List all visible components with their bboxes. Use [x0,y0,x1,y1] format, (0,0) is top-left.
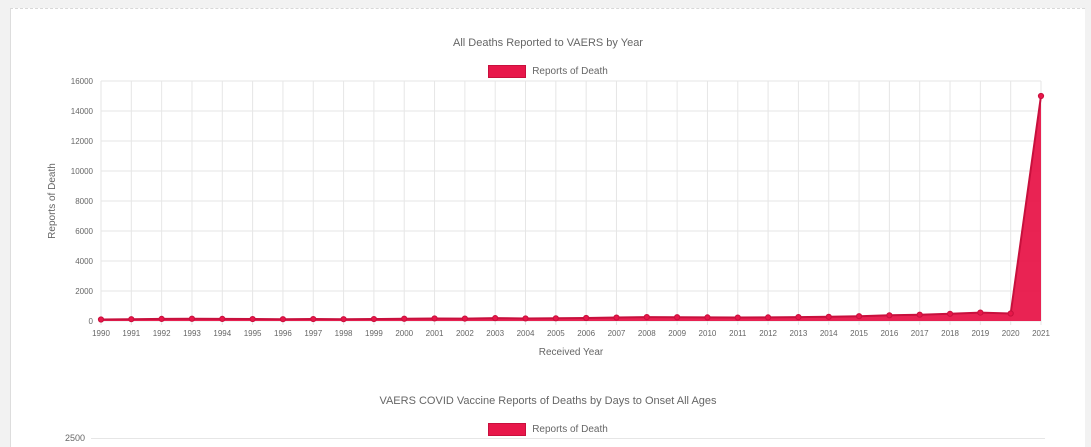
x-tick-label: 1992 [153,329,171,338]
x-axis-label: Received Year [539,347,604,358]
x-tick-label: 1996 [274,329,292,338]
data-point [1037,92,1045,100]
legend-label: Reports of Death [532,66,608,77]
x-tick-label: 2003 [486,329,504,338]
x-tick-label: 2002 [456,329,474,338]
x-tick-label: 2008 [638,329,656,338]
x-tick-label: 2004 [517,329,535,338]
x-tick-label: 2017 [911,329,929,338]
x-tick-label: 2001 [426,329,444,338]
data-point [310,315,317,323]
data-point [916,311,923,318]
data-point [886,312,893,319]
y-tick-label: 10000 [71,167,94,176]
data-point [158,315,165,322]
legend-label: Reports of Death [532,424,608,435]
data-point [674,314,681,321]
x-tick-label: 2015 [850,329,868,338]
second-chart-gridline [91,438,1045,439]
y-tick-label: 0 [89,317,94,326]
x-tick-label: 2009 [668,329,686,338]
data-point [128,316,135,323]
second-chart-title: VAERS COVID Vaccine Reports of Deaths by… [379,395,717,407]
x-tick-label: 2011 [729,329,747,338]
x-tick-label: 2014 [820,329,838,338]
legend-swatch [488,423,527,436]
second-chart-y-tick: 2500 [65,433,86,443]
series-area [101,96,1041,321]
data-point [188,315,196,322]
data-point [340,316,347,323]
y-tick-label: 12000 [71,137,94,146]
x-tick-label: 2006 [577,329,595,338]
y-tick-label: 2000 [75,287,93,296]
charts-panel: All Deaths Reported to VAERS by Year Rep… [10,8,1085,447]
data-point [431,315,438,322]
x-tick-label: 2019 [971,329,989,338]
data-point [401,315,408,322]
deaths-by-year-chart: 0 2000 4000 6000 8000 10000 12000 14000 16000 199… [47,77,1050,358]
y-tick-label: 14000 [71,107,94,116]
x-tick-label: 1993 [183,329,201,338]
x-tick-label: 1991 [122,329,140,338]
legend-swatch [488,65,527,78]
data-point [249,315,256,323]
chart-legend[interactable]: Reports of Death [11,65,1085,78]
data-point [643,314,650,321]
data-point [1007,310,1014,317]
x-tick-label: 1994 [213,329,231,338]
x-tick-label: 1999 [365,329,383,338]
data-point [977,309,984,316]
data-point [704,314,711,321]
y-tick-label: 8000 [75,197,93,206]
data-point [279,316,287,323]
x-tick-label: 1990 [92,329,110,338]
x-tick-label: 1997 [304,329,322,338]
data-point [734,314,741,321]
x-tick-label: 1995 [244,329,262,338]
y-tick-label: 16000 [71,77,94,86]
x-tick-label: 2012 [759,329,777,338]
y-tick-label: 4000 [75,257,93,266]
x-tick-label: 1998 [335,329,353,338]
data-point [613,314,620,321]
data-point [492,315,499,322]
data-point [522,315,529,322]
data-point [946,310,954,317]
x-tick-label: 2020 [1002,329,1020,338]
x-tick-label: 2007 [608,329,626,338]
data-point [370,315,378,323]
data-point [855,313,863,320]
data-point [97,316,105,323]
data-point [764,314,772,321]
data-point [825,313,832,320]
x-tick-label: 2016 [880,329,898,338]
x-tick-label: 2005 [547,329,565,338]
data-point [795,314,802,321]
data-point [583,314,590,322]
x-tick-label: 2000 [395,329,413,338]
series-line [100,95,1042,321]
x-tick-label: 2018 [941,329,959,338]
data-point [219,315,226,322]
y-tick-label: 6000 [75,227,93,236]
chart-title: All Deaths Reported to VAERS by Year [453,37,643,49]
y-axis-label: Reports of Death [47,163,58,239]
x-tick-label: 2013 [790,329,808,338]
x-tick-label: 2021 [1032,329,1050,338]
data-point [552,315,559,322]
second-chart-legend[interactable]: Reports of Death [11,423,1085,436]
data-point [461,315,468,322]
x-tick-label: 2010 [699,329,717,338]
